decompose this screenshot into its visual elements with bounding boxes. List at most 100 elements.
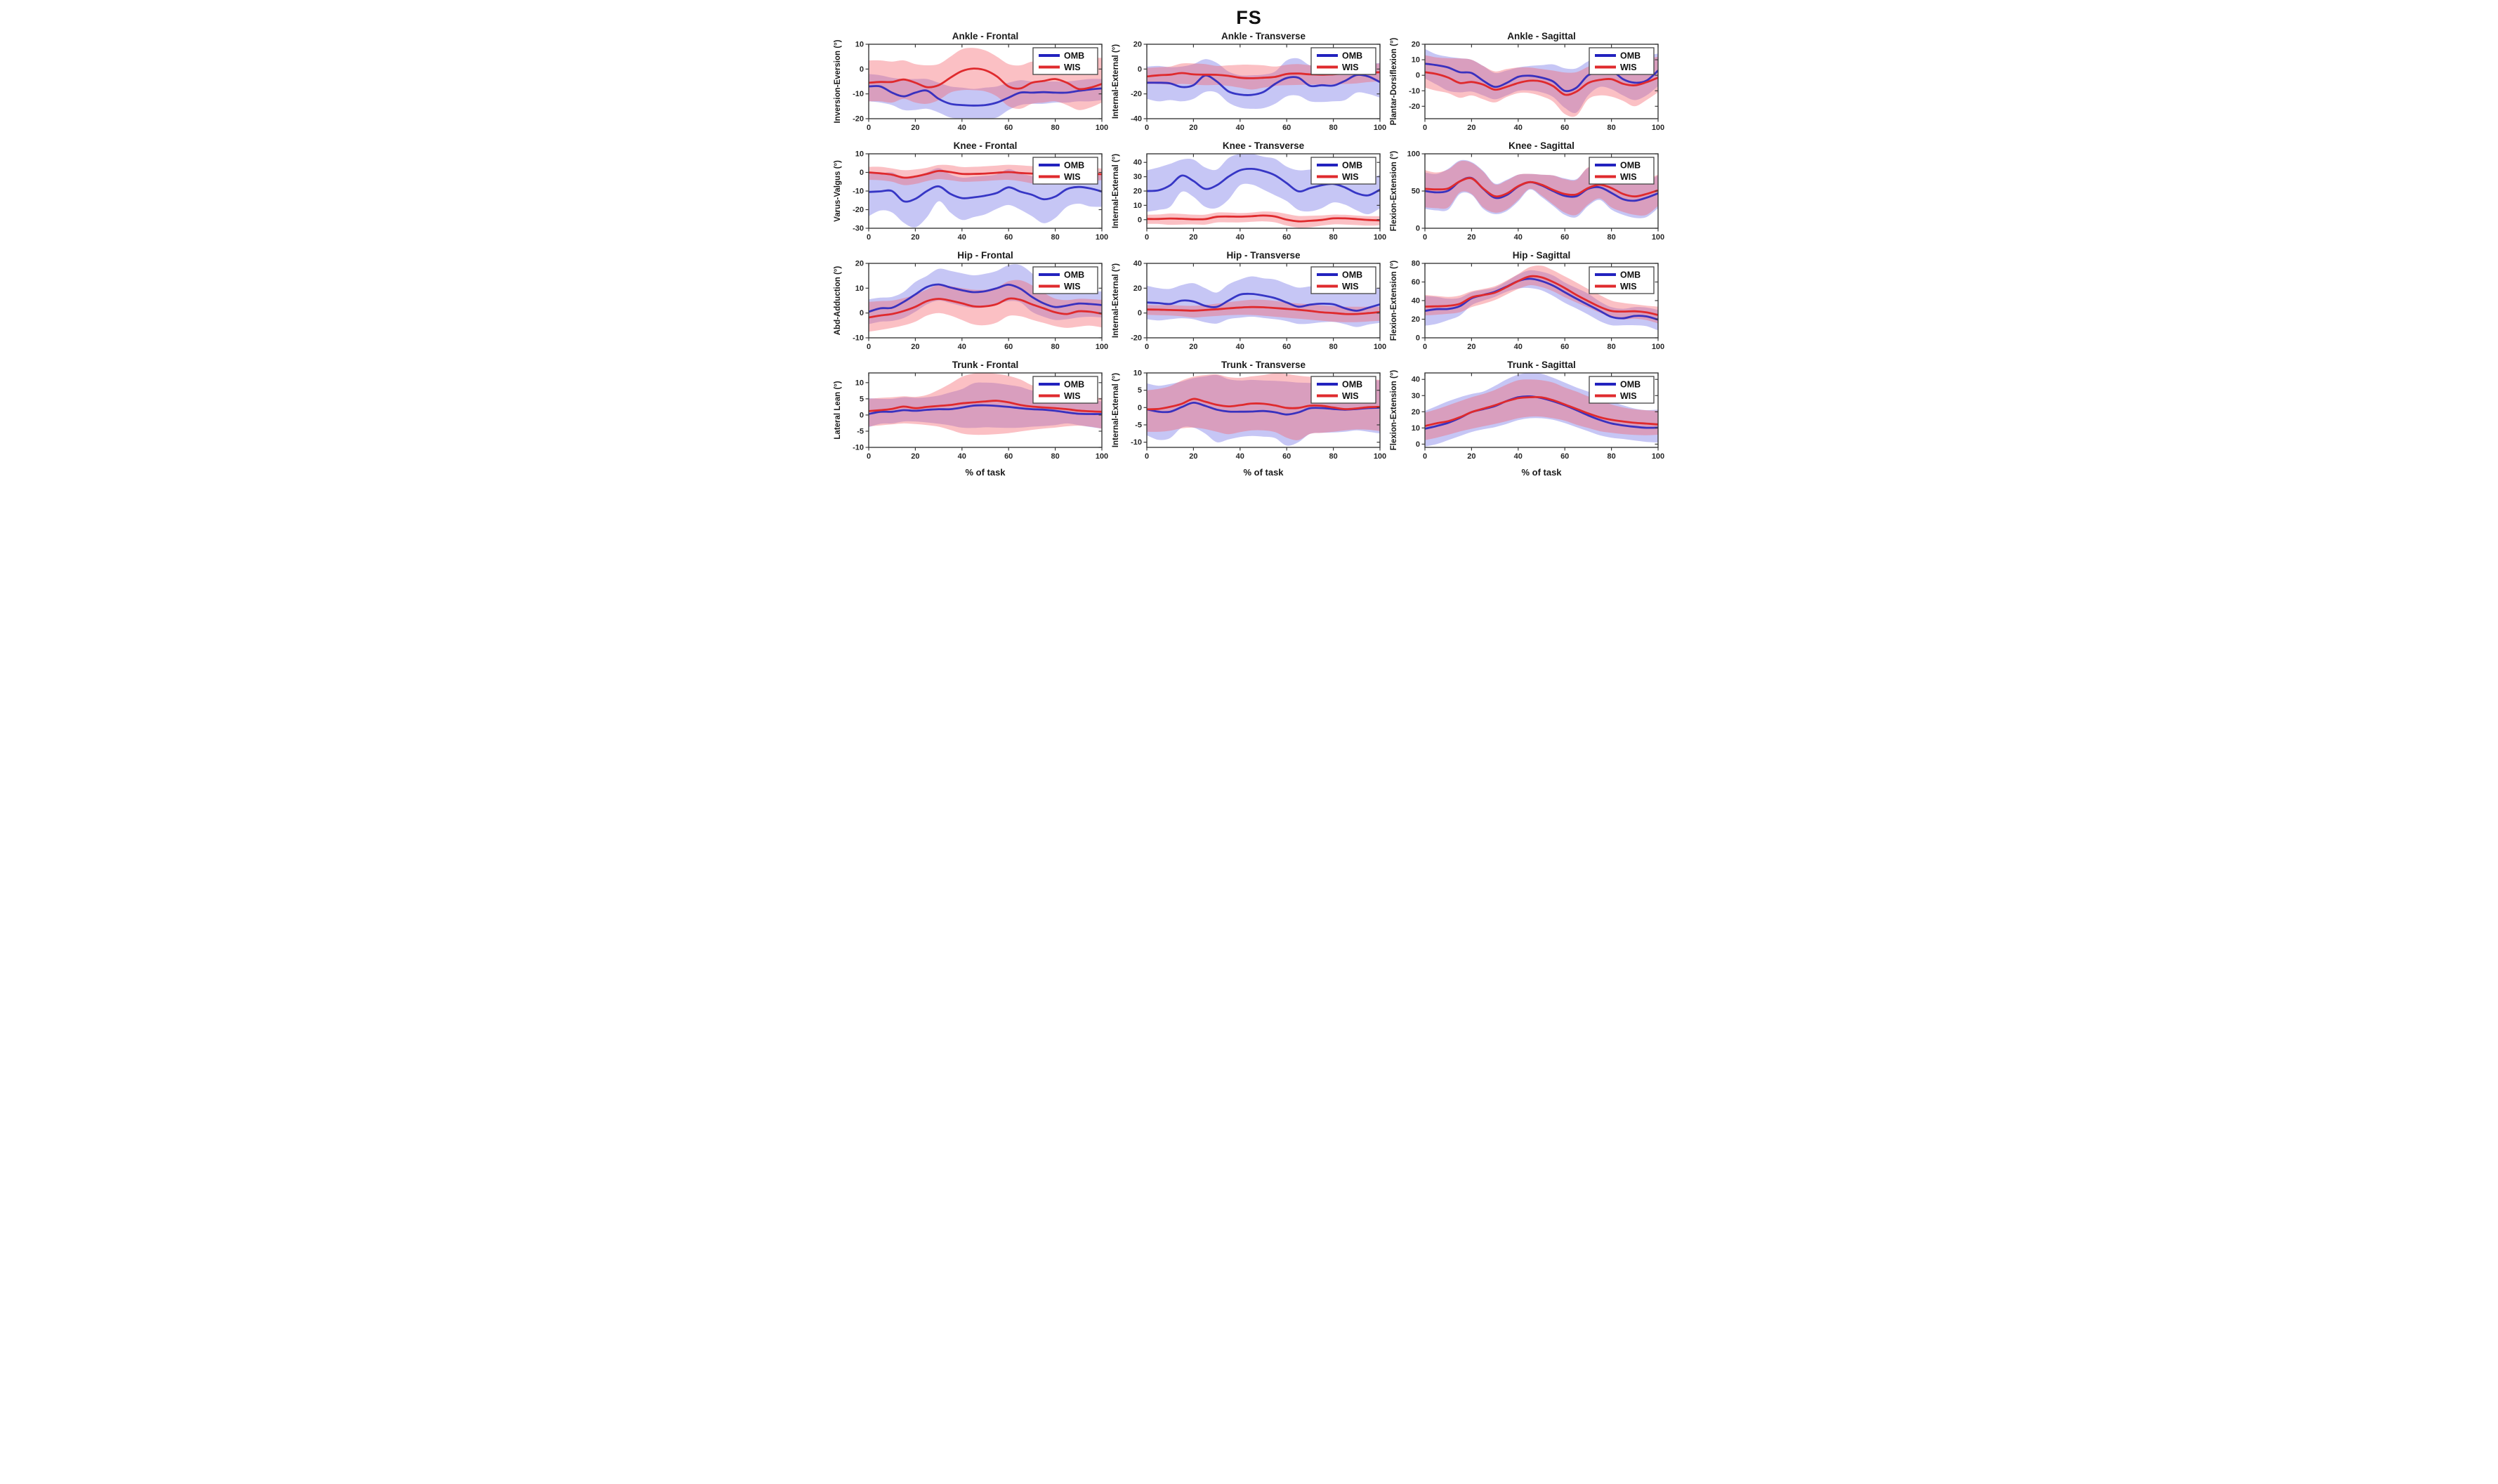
tick-marks <box>1421 263 1659 341</box>
y-axis-label: Flexion-Extension (°) <box>1390 261 1398 341</box>
line-omb <box>868 85 1102 107</box>
y-tick-label: -5 <box>1135 421 1142 429</box>
y-tick-label: 20 <box>1411 408 1419 416</box>
x-tick-label: 20 <box>911 233 919 242</box>
x-tick-label: 40 <box>957 452 966 461</box>
y-tick-label: -10 <box>853 444 864 452</box>
y-tick-label: -30 <box>853 225 864 233</box>
legend-label-omb: OMB <box>1064 380 1084 390</box>
x-tick-label: 0 <box>1422 233 1426 242</box>
tick-marks <box>1143 372 1381 451</box>
x-tick-label: 0 <box>1422 343 1426 351</box>
plot-title: Ankle - Frontal <box>952 31 1018 41</box>
y-tick-label: 40 <box>1411 297 1419 306</box>
tick-marks <box>1143 154 1381 232</box>
plot-title: Trunk - Frontal <box>952 360 1018 370</box>
plot-title: Ankle - Sagittal <box>1507 31 1576 41</box>
plot-title: Knee - Transverse <box>1222 140 1304 151</box>
legend-label-wis: WIS <box>1342 172 1359 182</box>
plot-title: Knee - Sagittal <box>1508 140 1575 151</box>
axes-frame <box>1145 44 1381 119</box>
y-tick-label: -20 <box>1131 90 1142 98</box>
legend-frame <box>1310 266 1376 294</box>
y-tick-label: 10 <box>1411 56 1419 65</box>
legend-label-omb: OMB <box>1620 51 1641 61</box>
x-tick-label: 60 <box>1004 452 1013 461</box>
y-axis-label: Internal-External (°) <box>1112 44 1120 119</box>
band-omb <box>1424 270 1658 331</box>
line-wis <box>1424 71 1658 96</box>
y-tick-label: 0 <box>859 309 863 317</box>
y-tick-label: 0 <box>1137 65 1141 74</box>
x-tick-label: 60 <box>1560 124 1569 132</box>
legend-frame <box>1032 47 1098 75</box>
line-wis <box>868 67 1102 91</box>
band-omb <box>868 74 1102 119</box>
x-tick-label: 80 <box>1051 124 1059 132</box>
legend-frame <box>1032 266 1098 294</box>
y-axis-label: Varus-Valgus (°) <box>834 160 842 222</box>
legend-frame <box>1310 47 1376 75</box>
plot-title: Hip - Sagittal <box>1512 250 1570 261</box>
line-omb <box>868 404 1102 415</box>
subplot-ankle-sagittal: 0 20 40 60 80 100 -20 -10 0 10 20 Ankle - Sagittal P… <box>1390 31 1664 132</box>
legend-label-wis: WIS <box>1342 391 1359 401</box>
y-axis-label: Lateral Lean (°) <box>834 381 842 439</box>
axes-frame <box>867 372 1103 448</box>
subplot-knee-frontal: 0 20 40 60 80 100 -30 -20 -10 0 10 Knee - Frontal Va… <box>834 140 1108 242</box>
y-tick-label: -20 <box>1409 103 1420 111</box>
axes-frame <box>1424 372 1659 448</box>
legend-label-omb: OMB <box>1342 380 1362 390</box>
y-tick-label: 0 <box>1415 72 1419 80</box>
y-tick-label: 10 <box>855 379 863 387</box>
x-tick-label: 20 <box>1467 124 1475 132</box>
y-tick-label: 80 <box>1411 260 1419 268</box>
y-tick-label: -10 <box>853 90 864 98</box>
legend-frame <box>1032 157 1098 185</box>
x-tick-label: 20 <box>1189 233 1197 242</box>
y-tick-label: 20 <box>855 260 863 268</box>
y-tick-label: -10 <box>1131 438 1142 447</box>
legend-frame <box>1032 376 1098 404</box>
line-wis <box>1424 177 1658 198</box>
x-tick-label: 60 <box>1282 452 1291 461</box>
y-tick-label: 0 <box>1415 225 1419 233</box>
x-tick-label: 0 <box>1422 124 1426 132</box>
y-axis-label: Internal-External (°) <box>1112 263 1120 338</box>
x-tick-label: 40 <box>1513 343 1522 351</box>
subplot-knee-transverse: 0 20 40 60 80 100 0 10 20 30 40 Knee - Transverse In… <box>1112 140 1386 242</box>
x-tick-label: 100 <box>1095 124 1107 132</box>
y-tick-label: 0 <box>1137 404 1141 412</box>
subplot-trunk-frontal: 0 20 40 60 80 100 -10 -5 0 5 10 Trunk - Frontal Late… <box>834 360 1108 478</box>
y-tick-label: 5 <box>1137 386 1141 395</box>
x-tick-label: 20 <box>1467 343 1475 351</box>
y-axis-label: Internal-External (°) <box>1112 373 1120 447</box>
x-tick-label: 60 <box>1004 343 1013 351</box>
y-axis-label: Abd-Adduction (°) <box>834 266 842 336</box>
tick-marks <box>1421 153 1659 232</box>
y-tick-label: 20 <box>1411 41 1419 49</box>
x-tick-label: 20 <box>911 452 919 461</box>
line-wis <box>1424 275 1658 316</box>
x-tick-label: 40 <box>1235 343 1244 351</box>
x-tick-label: 100 <box>1095 233 1107 242</box>
x-tick-label: 0 <box>1144 233 1148 242</box>
line-wis <box>868 400 1102 413</box>
x-tick-label: 20 <box>1189 452 1197 461</box>
figure: FS 0 20 40 60 80 100 -20 -10 0 10 Ankle - Frontal I… <box>831 0 1667 492</box>
y-tick-label: -20 <box>853 206 864 214</box>
x-tick-label: 0 <box>1144 452 1148 461</box>
tick-marks <box>1143 44 1381 122</box>
legend-frame <box>1310 157 1376 185</box>
line-omb <box>868 283 1102 313</box>
plot-title: Knee - Frontal <box>953 140 1017 151</box>
y-tick-label: 30 <box>1133 173 1141 181</box>
y-tick-label: 0 <box>1137 309 1141 317</box>
legend-label-omb: OMB <box>1620 161 1641 171</box>
legend-label-omb: OMB <box>1064 51 1084 61</box>
line-wis <box>1146 398 1380 411</box>
y-tick-label: 10 <box>1133 202 1141 210</box>
